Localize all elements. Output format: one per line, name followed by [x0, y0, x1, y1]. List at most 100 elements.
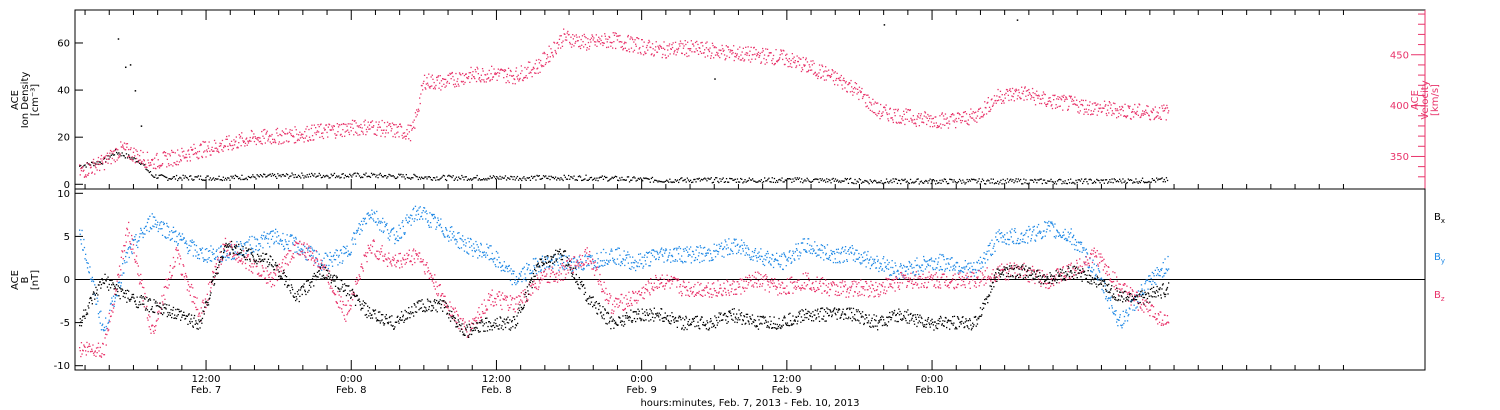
- density-point: [730, 178, 732, 180]
- velocity-point: [1105, 112, 1107, 115]
- by-point: [1129, 308, 1131, 310]
- density-point: [234, 174, 236, 176]
- velocity-point: [1057, 98, 1060, 100]
- velocity-point: [491, 78, 493, 81]
- by-point: [143, 227, 145, 229]
- by-point: [511, 273, 513, 275]
- density-point: [1139, 181, 1141, 184]
- velocity-point: [664, 54, 666, 56]
- velocity-point: [455, 85, 458, 87]
- velocity-point: [731, 49, 734, 52]
- by-point: [328, 264, 330, 267]
- by-point: [478, 255, 481, 257]
- velocity-point: [413, 119, 415, 121]
- by-point: [514, 279, 516, 281]
- density-point: [414, 174, 416, 176]
- by-point: [246, 241, 248, 243]
- velocity-point: [323, 127, 325, 129]
- field-tick-label: 10: [57, 189, 70, 200]
- velocity-point: [437, 75, 440, 77]
- velocity-point: [519, 77, 521, 80]
- by-point: [126, 261, 128, 263]
- by-point: [733, 238, 735, 240]
- by-point: [1030, 240, 1032, 242]
- velocity-point: [529, 61, 531, 63]
- density-point: [603, 175, 606, 178]
- density-point: [611, 176, 613, 178]
- velocity-point: [84, 175, 86, 178]
- by-point: [671, 254, 673, 256]
- density-point: [683, 179, 685, 181]
- density-point: [630, 179, 632, 181]
- velocity-point: [80, 170, 83, 172]
- density-point: [836, 179, 839, 181]
- velocity-point: [559, 35, 561, 37]
- by-point: [1041, 237, 1043, 239]
- by-point: [275, 228, 277, 230]
- bz-point: [163, 294, 165, 296]
- by-point: [478, 249, 480, 251]
- velocity-point: [938, 125, 940, 127]
- density-point: [1119, 178, 1121, 180]
- velocity-point: [763, 57, 765, 60]
- density-point: [79, 165, 81, 167]
- density-point: [123, 155, 125, 157]
- density-point: [710, 177, 712, 179]
- by-point: [892, 272, 894, 275]
- velocity-point: [464, 81, 466, 84]
- velocity-point: [918, 125, 920, 127]
- by-point: [467, 237, 469, 239]
- by-point: [501, 264, 504, 267]
- density-point: [132, 158, 134, 160]
- velocity-point: [926, 117, 928, 119]
- velocity-point: [1158, 107, 1161, 109]
- density-point: [808, 180, 810, 182]
- density-point: [1044, 182, 1047, 184]
- velocity-point: [871, 110, 873, 112]
- velocity-point: [578, 36, 580, 38]
- density-point: [171, 177, 173, 180]
- by-point: [979, 262, 981, 265]
- by-point: [994, 250, 996, 252]
- by-point: [472, 243, 475, 245]
- by-point: [948, 263, 950, 265]
- density-point: [784, 179, 786, 181]
- density-point: [744, 179, 746, 181]
- velocity-point: [802, 69, 804, 71]
- velocity-point: [930, 115, 932, 117]
- velocity-point: [647, 42, 649, 44]
- velocity-point: [155, 154, 158, 156]
- by-point: [976, 262, 979, 264]
- velocity-point: [241, 132, 243, 134]
- density-point: [615, 176, 618, 178]
- by-point: [1063, 234, 1065, 236]
- velocity-point: [814, 71, 816, 73]
- velocity-point: [780, 49, 782, 51]
- by-point: [743, 244, 746, 246]
- by-point: [392, 228, 394, 230]
- velocity-point: [258, 136, 260, 139]
- velocity-point: [1101, 110, 1103, 113]
- by-point: [1108, 307, 1110, 309]
- velocity-point: [462, 72, 464, 75]
- density-point: [477, 179, 479, 181]
- density-point: [593, 178, 595, 180]
- velocity-point: [172, 165, 174, 167]
- velocity-point: [176, 160, 178, 163]
- by-point: [321, 269, 323, 271]
- velocity-point: [809, 66, 811, 68]
- velocity-point: [541, 65, 543, 68]
- density-point: [165, 176, 167, 178]
- by-point: [529, 272, 531, 275]
- by-point: [378, 220, 380, 222]
- by-point: [577, 262, 579, 264]
- by-point: [895, 265, 897, 267]
- velocity-point: [193, 153, 196, 155]
- velocity-point: [579, 45, 581, 47]
- density-point: [1014, 180, 1016, 182]
- density-point: [404, 178, 406, 180]
- density-point: [257, 175, 259, 177]
- by-point: [1097, 268, 1100, 270]
- velocity-point: [561, 42, 563, 44]
- velocity-point: [812, 60, 814, 62]
